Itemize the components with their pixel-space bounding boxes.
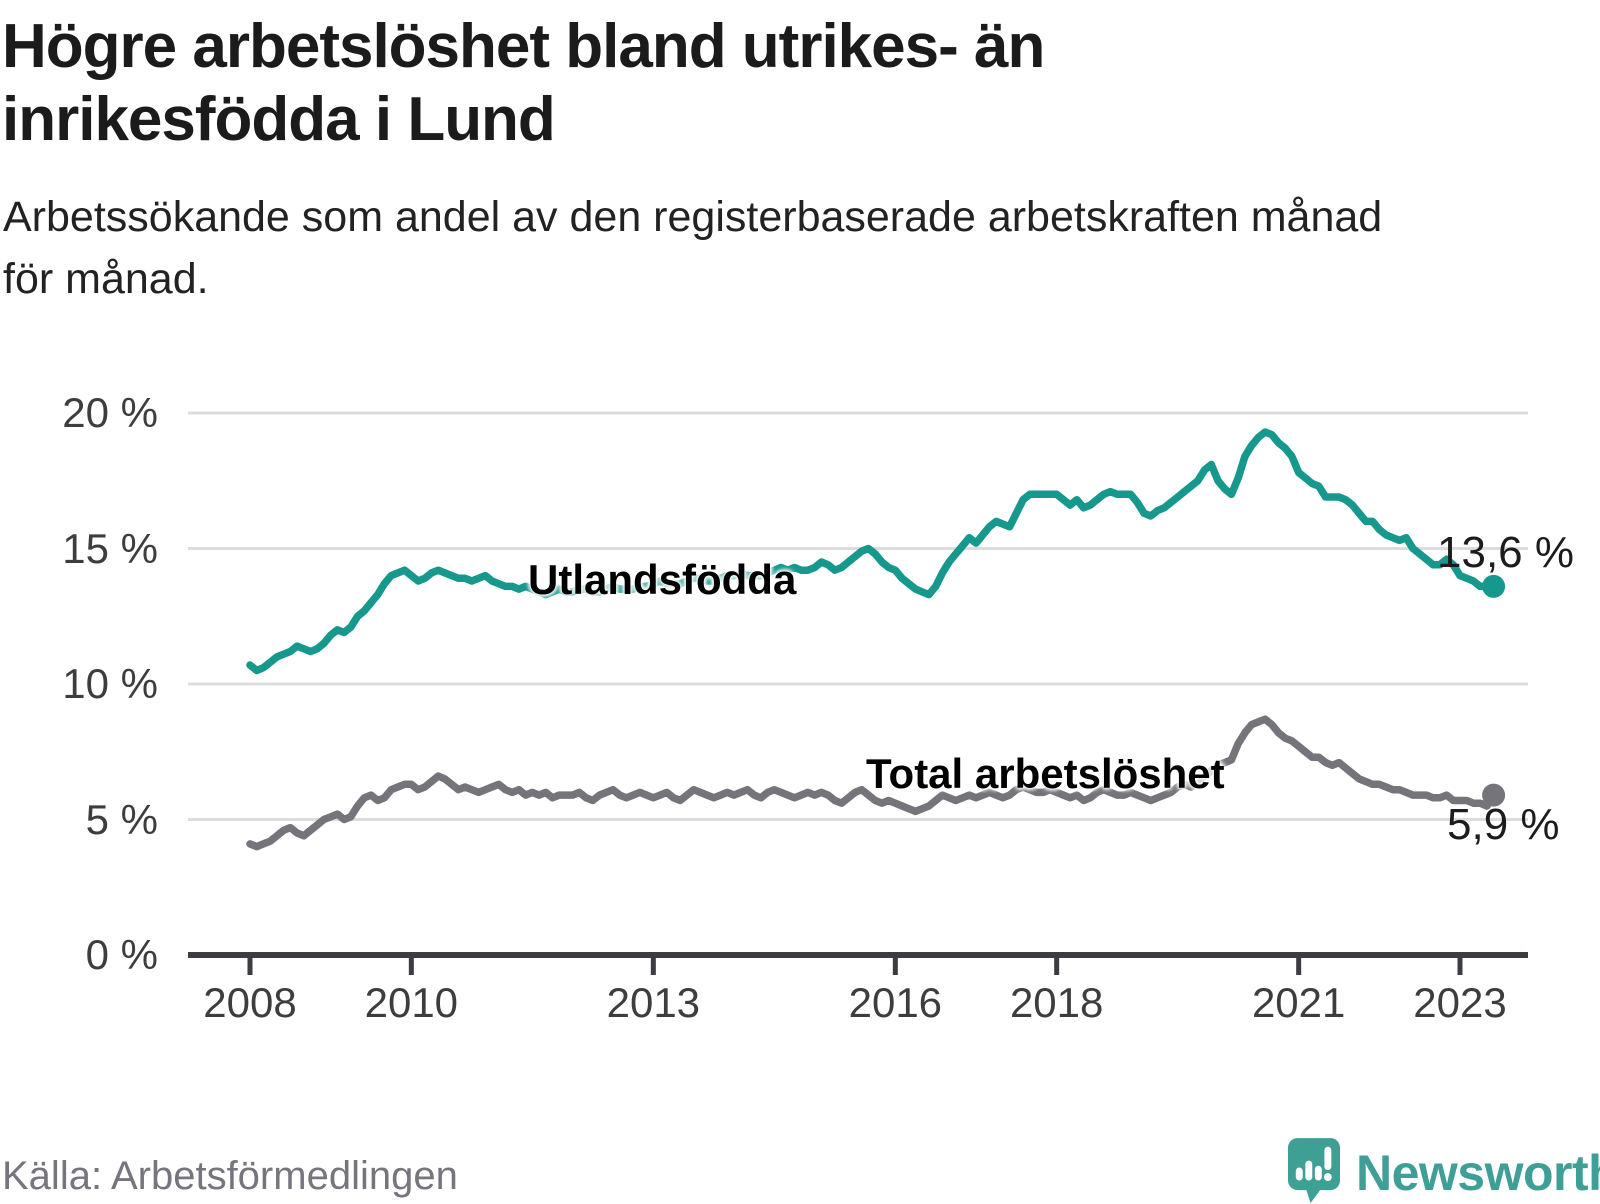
end-value-label-utlandsfodda: 13,6 %: [1437, 528, 1574, 577]
title-line-1: Högre arbetslöshet bland utrikes- än: [2, 12, 1045, 81]
x-axis-tick-label: 2010: [364, 979, 459, 1026]
series-end-dot-1: [1482, 783, 1506, 807]
subtitle-line-2: för månad.: [3, 255, 209, 303]
end-value-label-total: 5,9 %: [1447, 800, 1560, 849]
y-axis-tick-label: 0 %: [85, 931, 158, 978]
x-axis-tick-label: 2013: [606, 979, 701, 1026]
subtitle-line-1: Arbetssökande som andel av den registerb…: [3, 193, 1383, 241]
series-label-total-arbetsloshet: Total arbetslöshet: [866, 750, 1225, 797]
newsworthy-wordmark: Newsworthy: [1356, 1145, 1600, 1201]
y-axis-tick-label: 15 %: [62, 524, 158, 572]
source-note: Källa: Arbetsförmedlingen: [2, 1154, 458, 1198]
series-label-utlandsfodda: Utlandsfödda: [528, 556, 797, 603]
y-axis-tick-label: 5 %: [85, 795, 158, 843]
series-end-dot-0: [1482, 574, 1506, 598]
y-axis-tick-label: 20 %: [62, 389, 158, 436]
x-axis-tick-label: 2021: [1251, 979, 1346, 1026]
series-line-0: [246, 428, 1498, 675]
title-line-2: inrikesfödda i Lund: [2, 85, 556, 154]
x-axis-tick-label: 2016: [848, 979, 943, 1026]
newsworthy-logo-icon: [1288, 1138, 1340, 1204]
page-title: Högre arbetslöshet bland utrikes- än inr…: [2, 10, 1562, 156]
series-line-1: [246, 715, 1498, 851]
chart-subtitle: Arbetssökande som andel av den registerb…: [3, 186, 1563, 310]
x-axis-tick-label: 2023: [1413, 979, 1507, 1026]
x-axis-tick-label: 2008: [203, 979, 297, 1026]
x-axis-tick-label: 2018: [1009, 979, 1104, 1026]
y-axis-tick-label: 10 %: [62, 660, 158, 707]
